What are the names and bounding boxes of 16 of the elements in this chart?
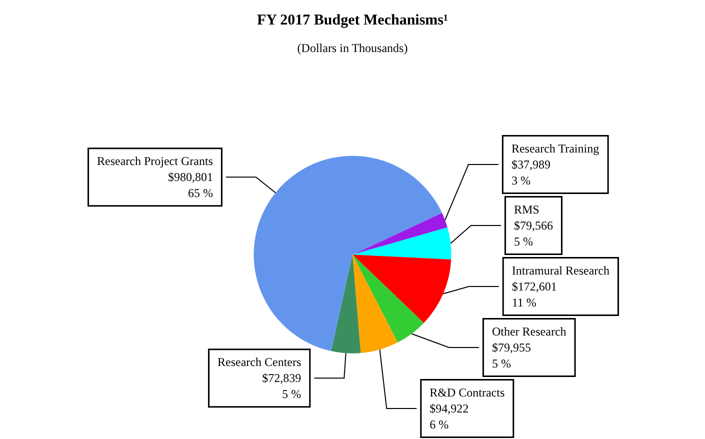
- data-label: $72,839 5 %: [262, 371, 302, 402]
- slice-label: R&D Contracts: [430, 386, 505, 400]
- chart-subtitle: (Dollars in Thousands): [297, 41, 408, 55]
- chart-title: FY 2017 Budget Mechanisms¹: [256, 12, 448, 28]
- data-label: $79,955 5 %: [492, 340, 531, 370]
- data-label: $172,601 11 %: [512, 280, 557, 310]
- slice-label: Research Project Grants: [97, 154, 214, 168]
- slice-label: Research Centers: [218, 355, 302, 370]
- data-label: $37,989 3 %: [511, 158, 550, 188]
- slice-label: Research Training: [511, 142, 600, 156]
- slice-label: RMS: [514, 202, 540, 216]
- slice-label: Other Research: [492, 324, 566, 338]
- data-label: $79,566 5 %: [514, 218, 553, 248]
- data-label: $94,922 6 %: [430, 402, 469, 432]
- data-label: $980,801 65 %: [168, 170, 213, 200]
- slice-label: Intramural Research: [512, 264, 610, 278]
